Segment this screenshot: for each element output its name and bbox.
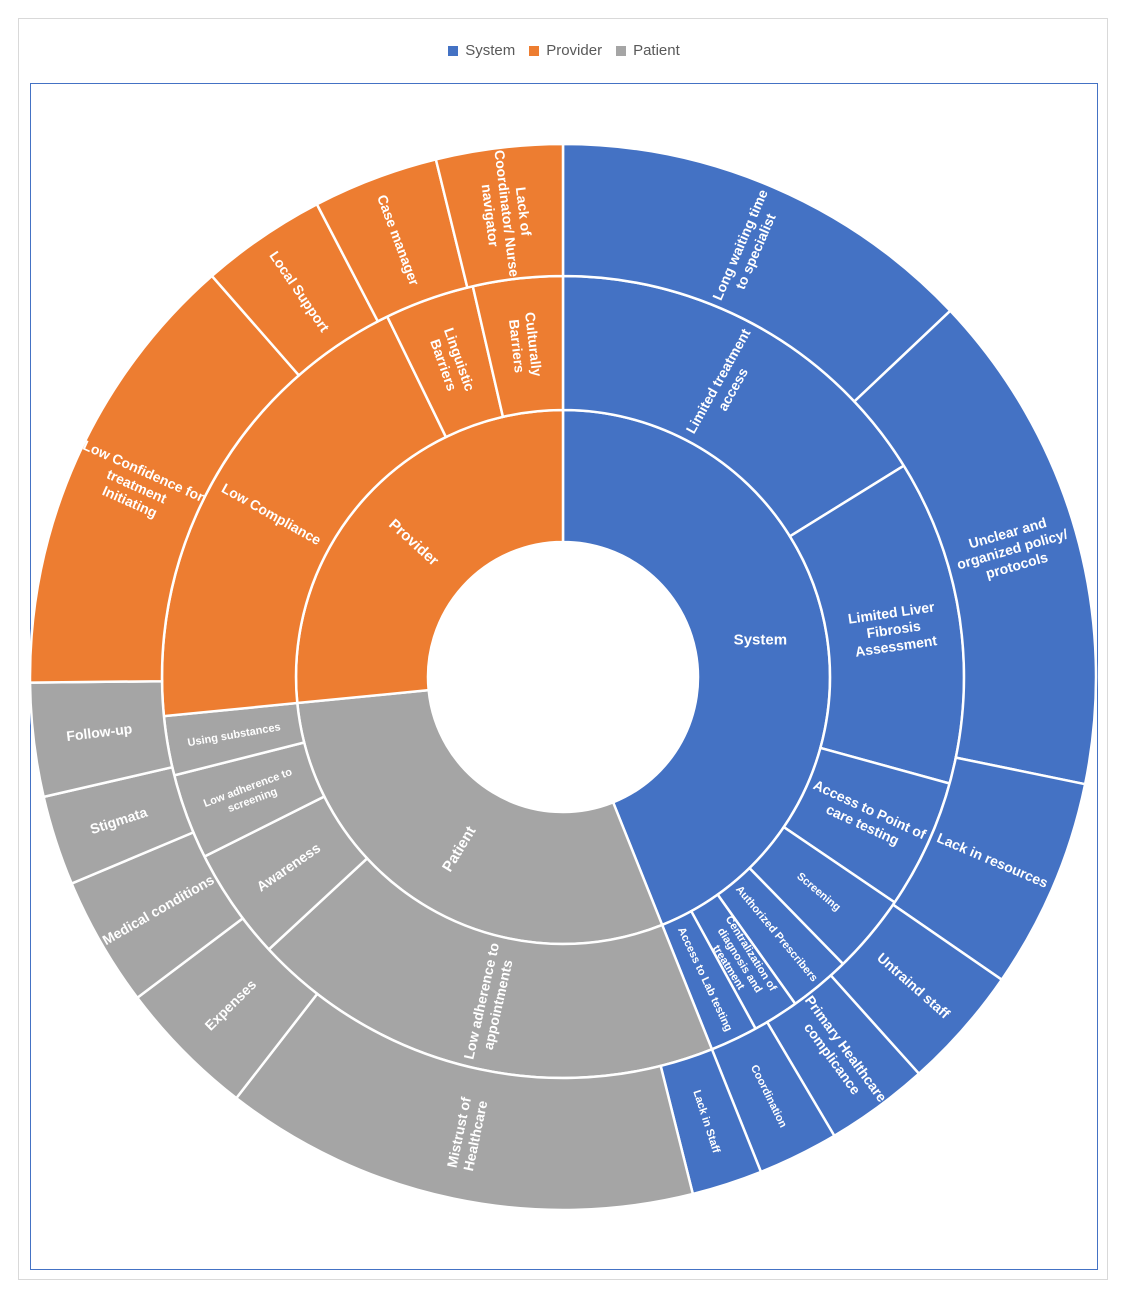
legend-swatch-system <box>448 45 459 56</box>
legend-label-system: System <box>465 42 516 59</box>
chart-frame <box>18 18 1108 1280</box>
legend-label-patient: Patient <box>633 42 680 59</box>
segment-label-system: System <box>734 631 787 648</box>
legend-item-provider: Provider <box>529 42 602 59</box>
legend-item-system: System <box>448 42 515 59</box>
legend-swatch-provider <box>529 45 540 56</box>
legend-label-provider: Provider <box>546 42 603 59</box>
segment-label-mistrust-of-healthcare: Mistrust ofHealthcare <box>444 1095 491 1172</box>
legend-item-patient: Patient <box>616 42 680 59</box>
segment-label-lack-of-coordinator-nurse-navigator: Lack ofCoordinator/ Nursenavigator <box>475 147 540 280</box>
legend: System Provider Patient <box>0 42 1128 59</box>
segment-label-culturally-barriers: CulturallyBarriers <box>505 311 545 379</box>
segment-label-follow-up: Follow-up <box>66 720 134 744</box>
legend-swatch-patient <box>616 45 627 56</box>
segment-lack-of-coordinator-nurse-navigator[interactable] <box>434 142 565 290</box>
